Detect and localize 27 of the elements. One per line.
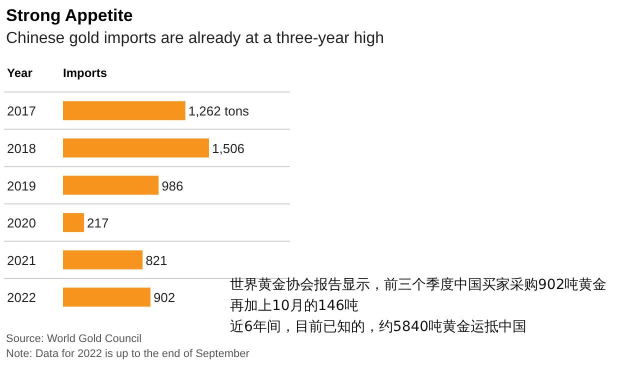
text: 世界黄金协会报告显示，前三个季度中国买家采购902吨黄金 xyxy=(230,277,607,293)
y-tick-label: 2020 xyxy=(7,216,36,231)
text: Note: Data for 2022 is up to the end of September xyxy=(6,348,250,360)
y-tick-label: 2019 xyxy=(7,178,36,194)
x-axis-title: Imports xyxy=(63,66,108,80)
bar xyxy=(63,288,150,307)
data-label: 821 xyxy=(146,252,168,268)
data-label: 986 xyxy=(162,178,184,194)
bar xyxy=(63,138,209,158)
text: 近6年间，目前已知的，约5840吨黄金运抵中国 xyxy=(230,319,527,335)
bar xyxy=(63,176,159,195)
data-label: 902 xyxy=(153,290,176,306)
bar xyxy=(63,250,143,270)
bar xyxy=(63,213,84,232)
y-axis-title: Year xyxy=(7,66,33,80)
data-label: 1,506 xyxy=(212,140,245,156)
data-label: 1,262 tons xyxy=(188,104,250,119)
y-tick-label: 2022 xyxy=(7,290,36,306)
data-label: 217 xyxy=(87,216,109,231)
bar xyxy=(63,101,186,120)
chart-title: Strong Appetite xyxy=(6,6,133,25)
y-tick-label: 2018 xyxy=(7,140,36,156)
source-note: Source: World Gold Council xyxy=(6,333,142,345)
y-tick-label: 2021 xyxy=(7,252,36,268)
y-tick-label: 2017 xyxy=(7,104,36,119)
text: 再加上10月的146吨 xyxy=(230,298,359,314)
chart-subtitle: Chinese gold imports are already at a three-year high xyxy=(6,30,384,47)
